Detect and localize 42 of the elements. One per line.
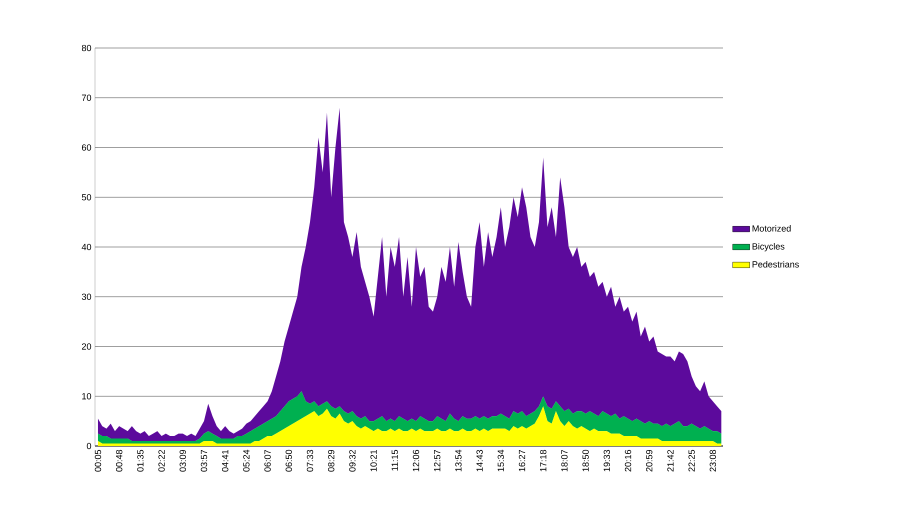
x-tick-label: 13:54: [455, 450, 462, 472]
y-tick-label: 40: [82, 244, 92, 250]
x-tick-label: 17:18: [540, 450, 546, 472]
legend-label: Motorized: [752, 225, 791, 232]
y-tick-label: 30: [82, 294, 92, 300]
x-tick-label: 16:27: [518, 450, 526, 472]
x-tick-label: 06:50: [286, 450, 292, 472]
y-tick-label: 60: [82, 144, 92, 151]
x-tick-label: 18:50: [582, 450, 589, 472]
x-tick-label: 23:08: [710, 450, 716, 472]
y-tick-label: 0: [86, 442, 92, 450]
x-tick-label: 08:29: [328, 450, 334, 472]
x-tick-label: 18:07: [561, 450, 568, 472]
x-tick-label: 20:59: [646, 450, 652, 472]
x-tick-label: 11:15: [392, 450, 398, 471]
x-tick-label: 14:43: [476, 450, 483, 472]
x-tick-label: 10:21: [370, 450, 377, 472]
x-tick-label: 03:57: [200, 450, 208, 472]
x-tick-label: 12:06: [412, 450, 420, 472]
x-tick-label: 20:16: [624, 450, 632, 472]
x-tick-label: 09:32: [349, 450, 356, 472]
legend-label: Pedestrians: [752, 260, 799, 268]
legend-label: Bicycles: [752, 243, 784, 252]
y-tick-label: 70: [82, 94, 92, 101]
x-tick-label: 03:09: [180, 450, 186, 472]
y-tick-label: 10: [82, 393, 92, 400]
x-tick-label: 06:07: [264, 450, 271, 472]
x-tick-label: 15:34: [498, 450, 504, 472]
x-tick-label: 04:41: [222, 450, 228, 472]
x-tick-label: 19:33: [604, 450, 610, 472]
x-tick-label: 22:25: [688, 450, 695, 472]
x-tick-label: 12:57: [434, 450, 440, 472]
x-tick-label: 00:48: [116, 450, 122, 472]
y-tick-label: 20: [82, 343, 92, 350]
y-tick-label: 50: [82, 194, 92, 200]
x-tick-label: 02:22: [158, 450, 165, 472]
x-tick-label: 01:35: [137, 450, 144, 472]
y-tick-label: 80: [82, 44, 92, 52]
x-tick-label: 05:24: [243, 450, 250, 472]
x-tick-label: 21:42: [667, 450, 674, 472]
x-tick-label: 00:05: [94, 450, 102, 472]
x-tick-label: 07:33: [306, 450, 314, 472]
